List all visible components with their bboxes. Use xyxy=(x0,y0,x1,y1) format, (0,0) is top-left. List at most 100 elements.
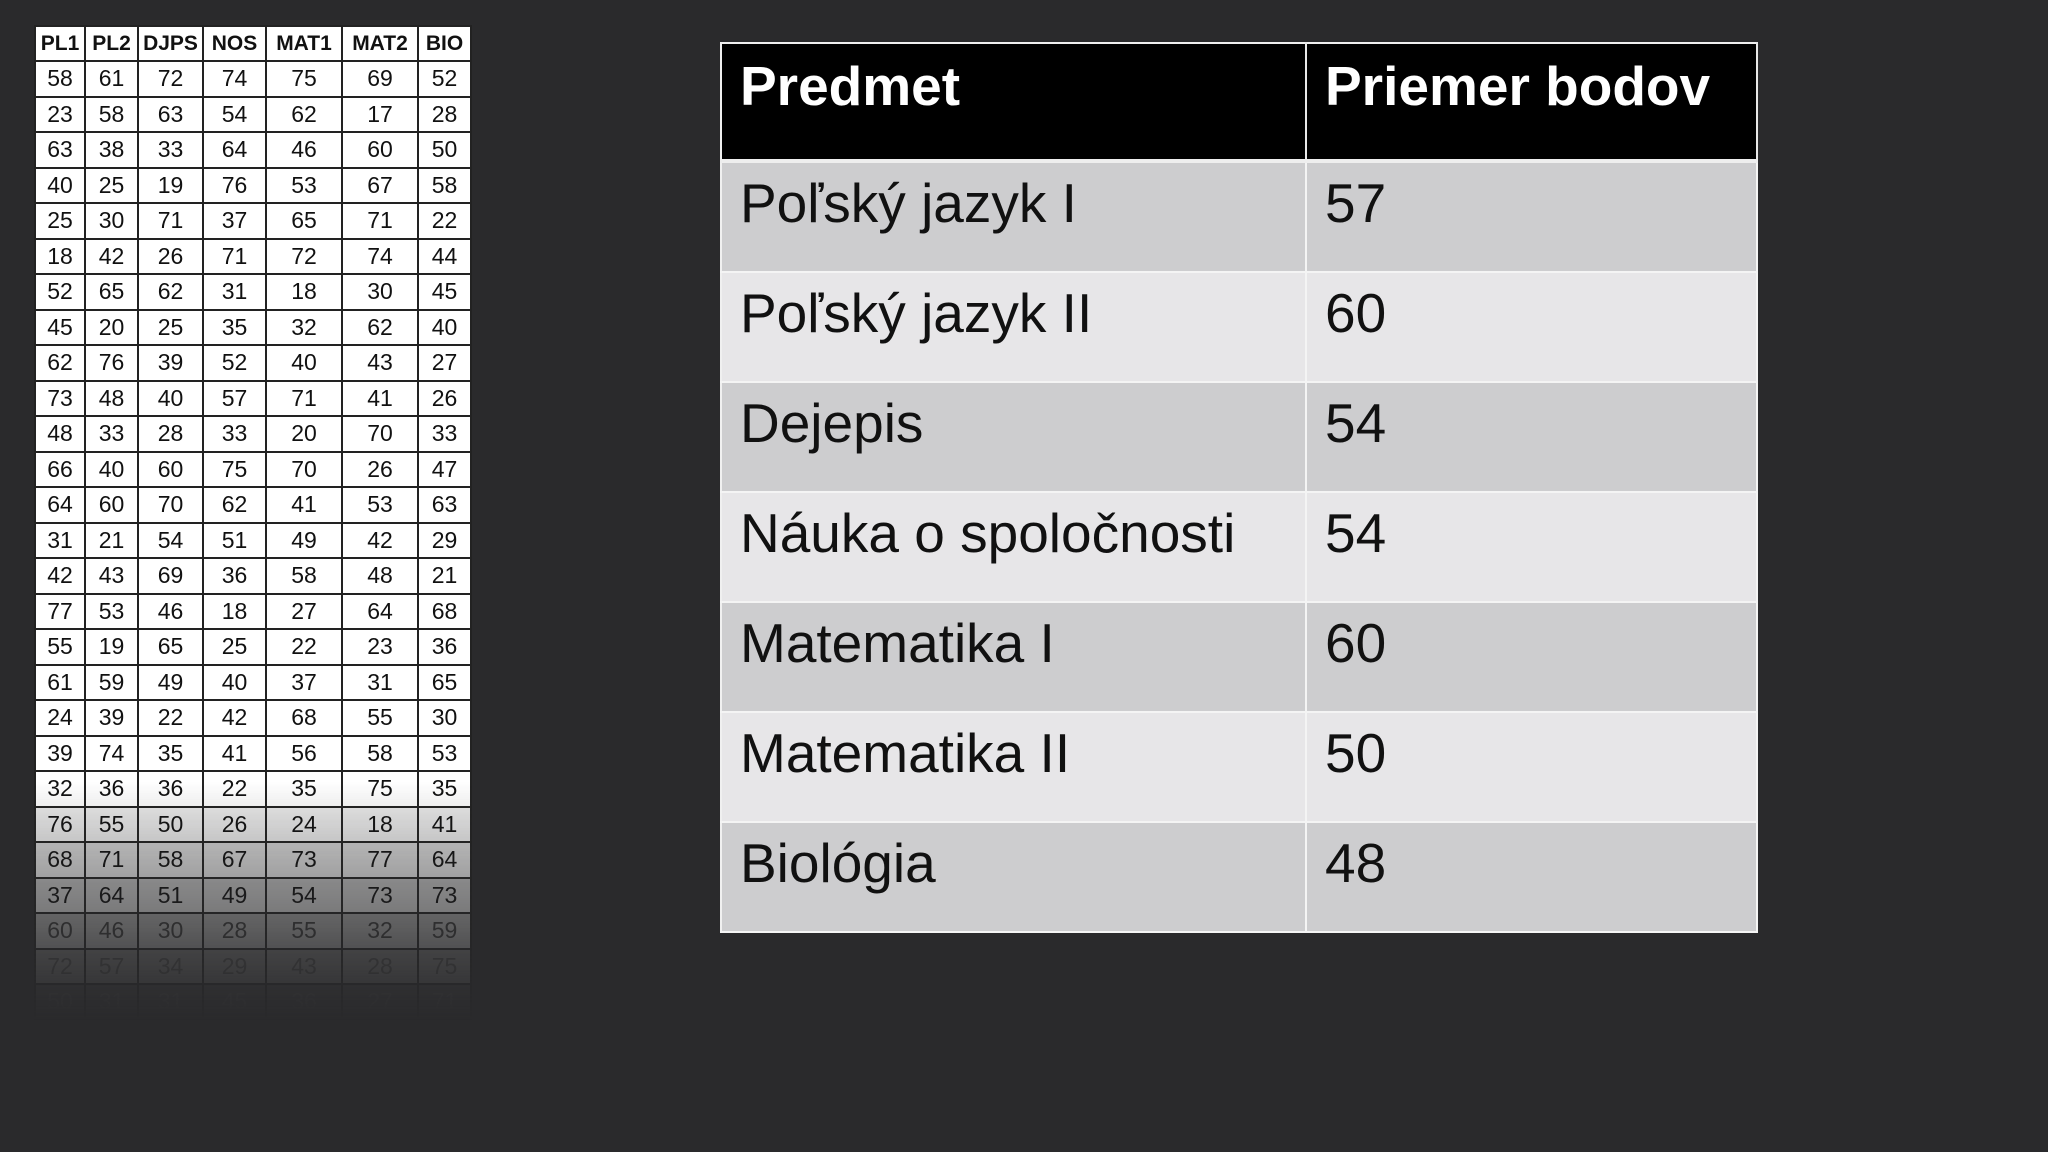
table-row: 52 65 62 31 18 30 45 xyxy=(34,273,472,311)
subject-cell: Matematika I xyxy=(721,602,1307,713)
raw-score-cell: 18 xyxy=(34,237,86,275)
raw-score-cell: 73 xyxy=(341,876,419,914)
raw-score-cell: 74 xyxy=(341,237,419,275)
raw-score-cell: 35 xyxy=(265,770,343,808)
raw-score-cell: 45 xyxy=(417,273,472,311)
raw-score-cell: 18 xyxy=(202,592,267,630)
raw-score-cell: 27 xyxy=(341,983,419,1021)
raw-score-cell: 70 xyxy=(265,450,343,488)
raw-score-cell: 58 xyxy=(417,166,472,204)
subject-cell: Poľský jazyk I xyxy=(721,161,1307,273)
raw-score-cell: 50 xyxy=(417,131,472,169)
raw-score-cell: 52 xyxy=(202,344,267,382)
table-row: 42 43 69 36 58 48 21 xyxy=(34,557,472,595)
raw-score-cell: 65 xyxy=(265,202,343,240)
raw-score-cell: 65 xyxy=(137,628,204,666)
raw-score-cell: 26 xyxy=(341,450,419,488)
raw-score-cell: 59 xyxy=(417,912,472,950)
raw-score-cell: 57 xyxy=(202,379,267,417)
raw-score-cell: 61 xyxy=(84,60,139,98)
raw-score-cell: 36 xyxy=(202,557,267,595)
table-row: 37 64 51 49 54 73 73 xyxy=(34,876,472,914)
raw-score-cell: 26 xyxy=(202,805,267,843)
raw-score-cell: 45 xyxy=(202,983,267,1021)
table-row: 62 76 39 52 40 43 27 xyxy=(34,344,472,382)
raw-score-cell: 76 xyxy=(84,344,139,382)
raw-score-cell: 38 xyxy=(84,131,139,169)
raw-score-cell: 73 xyxy=(34,379,86,417)
table-row: 18 42 26 71 72 74 44 xyxy=(34,237,472,275)
raw-score-cell: 60 xyxy=(34,912,86,950)
raw-score-cell: 68 xyxy=(417,592,472,630)
raw-score-cell: 60 xyxy=(137,450,204,488)
raw-score-cell: 49 xyxy=(137,663,204,701)
raw-score-cell: 73 xyxy=(417,876,472,914)
raw-score-cell: 22 xyxy=(417,202,472,240)
raw-score-cell: 54 xyxy=(265,876,343,914)
raw-score-cell: 55 xyxy=(341,699,419,737)
raw-score-cell: 41 xyxy=(202,734,267,772)
header-subject: Predmet xyxy=(721,43,1307,163)
raw-score-cell: 24 xyxy=(265,805,343,843)
raw-score-cell: 31 xyxy=(202,273,267,311)
raw-score-cell: 58 xyxy=(84,95,139,133)
raw-score-cell: 18 xyxy=(341,805,419,843)
table-row: 48 33 28 33 20 70 33 xyxy=(34,415,472,453)
raw-score-cell: 63 xyxy=(137,95,204,133)
raw-score-cell: 58 xyxy=(137,841,204,879)
raw-score-cell: 35 xyxy=(202,308,267,346)
raw-score-cell: 19 xyxy=(84,628,139,666)
raw-score-cell: 24 xyxy=(34,699,86,737)
raw-score-cell: 33 xyxy=(202,415,267,453)
raw-score-cell: 75 xyxy=(265,60,343,98)
table-row: 55 19 65 25 22 23 36 xyxy=(34,628,472,666)
table-row: 76 55 50 26 24 18 41 xyxy=(34,805,472,843)
raw-score-cell: 62 xyxy=(137,273,204,311)
raw-score-cell: 17 xyxy=(341,95,419,133)
raw-score-cell: 40 xyxy=(84,450,139,488)
raw-score-cell: 33 xyxy=(417,415,472,453)
raw-score-cell: 52 xyxy=(417,60,472,98)
raw-score-cell: 67 xyxy=(341,166,419,204)
raw-score-cell: 45 xyxy=(34,308,86,346)
raw-score-cell: 43 xyxy=(341,344,419,382)
table-row: 25 30 71 37 65 71 22 xyxy=(34,202,472,240)
raw-score-cell: 53 xyxy=(341,486,419,524)
average-cell: 60 xyxy=(1306,602,1758,713)
raw-score-cell: 54 xyxy=(202,95,267,133)
raw-score-cell: 41 xyxy=(417,805,472,843)
raw-score-cell: 53 xyxy=(417,734,472,772)
raw-score-cell: 30 xyxy=(417,699,472,737)
raw-score-cell: 64 xyxy=(34,486,86,524)
raw-score-cell: 69 xyxy=(137,557,204,595)
raw-score-cell: 62 xyxy=(202,486,267,524)
raw-header-cell: MAT1 xyxy=(265,25,343,62)
raw-score-cell: 59 xyxy=(84,663,139,701)
raw-score-cell: 36 xyxy=(137,770,204,808)
raw-score-cell: 58 xyxy=(265,557,343,595)
table-row: 40 25 19 76 53 67 58 xyxy=(34,166,472,204)
raw-scores-header-row: PL1 PL2 DJPS NOS MAT1 MAT2 BIO xyxy=(34,25,472,62)
raw-score-cell: 64 xyxy=(202,131,267,169)
raw-score-cell: 28 xyxy=(137,415,204,453)
raw-header-cell: MAT2 xyxy=(341,25,419,62)
raw-score-cell: 32 xyxy=(34,770,86,808)
raw-score-cell: 52 xyxy=(34,273,86,311)
raw-score-cell: 25 xyxy=(202,628,267,666)
average-scores-header-row: Predmet Priemer bodov xyxy=(721,43,1758,163)
raw-score-cell: 65 xyxy=(417,663,472,701)
average-cell: 54 xyxy=(1306,492,1758,603)
raw-score-cell: 21 xyxy=(84,521,139,559)
raw-score-cell: 66 xyxy=(34,450,86,488)
raw-header-cell: BIO xyxy=(417,25,472,62)
table-row: 61 59 49 40 37 31 65 xyxy=(34,663,472,701)
raw-score-cell: 60 xyxy=(84,486,139,524)
subject-cell: Biológia xyxy=(721,822,1307,933)
table-row: 45 20 25 35 32 62 40 xyxy=(34,308,472,346)
raw-score-cell: 50 xyxy=(34,983,86,1021)
raw-score-cell: 35 xyxy=(137,734,204,772)
raw-score-cell: 70 xyxy=(137,486,204,524)
table-row: Poľský jazyk II 60 xyxy=(721,272,1758,383)
raw-score-cell: 30 xyxy=(137,912,204,950)
raw-score-cell: 49 xyxy=(265,521,343,559)
